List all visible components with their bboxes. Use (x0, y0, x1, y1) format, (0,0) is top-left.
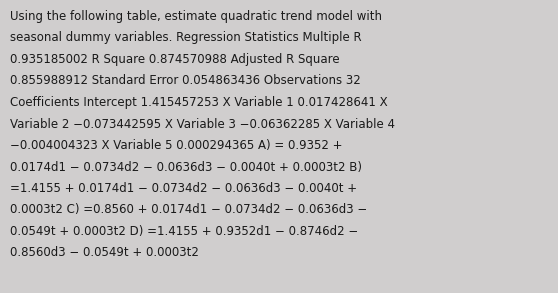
Text: Coefficients Intercept 1.415457253 X Variable 1 0.017428641 X: Coefficients Intercept 1.415457253 X Var… (10, 96, 388, 109)
Text: 0.935185002 R Square 0.874570988 Adjusted R Square: 0.935185002 R Square 0.874570988 Adjuste… (10, 53, 340, 66)
Text: 0.855988912 Standard Error 0.054863436 Observations 32: 0.855988912 Standard Error 0.054863436 O… (10, 74, 361, 88)
Text: seasonal dummy variables. Regression Statistics Multiple R: seasonal dummy variables. Regression Sta… (10, 32, 362, 45)
Text: 0.0174d1 − 0.0734d2 − 0.0636d3 − 0.0040t + 0.0003t2 B): 0.0174d1 − 0.0734d2 − 0.0636d3 − 0.0040t… (10, 161, 362, 173)
Text: 0.8560d3 − 0.0549t + 0.0003t2: 0.8560d3 − 0.0549t + 0.0003t2 (10, 246, 199, 260)
Text: 0.0003t2 C) =0.8560 + 0.0174d1 − 0.0734d2 − 0.0636d3 −: 0.0003t2 C) =0.8560 + 0.0174d1 − 0.0734d… (10, 204, 367, 217)
Text: −0.004004323 X Variable 5 0.000294365 A) = 0.9352 +: −0.004004323 X Variable 5 0.000294365 A)… (10, 139, 343, 152)
Text: 0.0549t + 0.0003t2 D) =1.4155 + 0.9352d1 − 0.8746d2 −: 0.0549t + 0.0003t2 D) =1.4155 + 0.9352d1… (10, 225, 358, 238)
Text: Using the following table, estimate quadratic trend model with: Using the following table, estimate quad… (10, 10, 382, 23)
Text: Variable 2 −0.073442595 X Variable 3 −0.06362285 X Variable 4: Variable 2 −0.073442595 X Variable 3 −0.… (10, 117, 395, 130)
Text: =1.4155 + 0.0174d1 − 0.0734d2 − 0.0636d3 − 0.0040t +: =1.4155 + 0.0174d1 − 0.0734d2 − 0.0636d3… (10, 182, 357, 195)
